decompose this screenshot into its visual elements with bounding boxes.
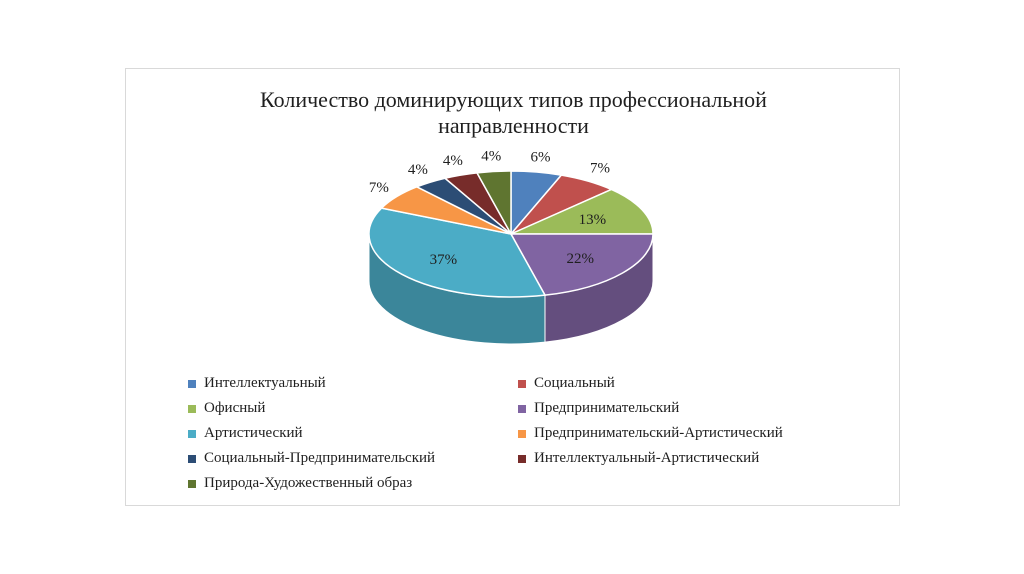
pie-slice-label-7: 4%	[408, 162, 428, 178]
pie-slice-label-4: 22%	[567, 251, 595, 267]
legend-label: Социальный-Предпринимательский	[204, 450, 436, 466]
pie-slice-label-1: 6%	[531, 149, 551, 165]
pie-slice-5	[368, 207, 547, 298]
pie-slice-label-9: 4%	[481, 149, 501, 165]
chart-frame: Количество доминирующих типов профессион…	[125, 68, 900, 506]
pie-slice-label-5: 37%	[430, 252, 458, 268]
legend-label: Артистический	[204, 425, 303, 441]
legend-item-2: Социальный	[518, 373, 848, 394]
pie-slice-label-2: 7%	[590, 161, 610, 177]
legend-item-8: Интеллектуальный-Артистический	[518, 448, 848, 469]
legend-swatch	[188, 479, 196, 488]
legend-item-3: Офисный	[188, 398, 518, 419]
legend-label: Социальный	[534, 375, 615, 391]
legend-label: Интеллектуальный	[204, 375, 326, 391]
pie-slice-label-6: 7%	[369, 180, 389, 196]
legend-item-4: Предпринимательский	[518, 398, 848, 419]
legend-swatch	[518, 379, 526, 388]
legend-swatch	[188, 379, 196, 388]
legend-item-5: Артистический	[188, 423, 518, 444]
legend-label: Предпринимательский-Артистический	[534, 425, 783, 441]
legend-swatch	[188, 429, 196, 438]
legend-label: Предпринимательский	[534, 400, 680, 416]
legend-label: Природа-Художественный образ	[204, 475, 413, 491]
pie-slice-label-3: 13%	[579, 212, 607, 228]
pie-chart: 6% 7% 13% 22% 37% 7% 4% 4% 4%	[368, 149, 654, 345]
pie-slice-9	[475, 170, 512, 237]
legend-swatch	[188, 454, 196, 463]
legend: Интеллектуальный Социальный Офисный Предпри…	[188, 373, 888, 494]
legend-label: Офисный	[204, 400, 266, 416]
chart-title-line-2: направленности	[438, 113, 589, 138]
legend-item-1: Интеллектуальный	[188, 373, 518, 394]
pie-labels: 6% 7% 13% 22% 37% 7% 4% 4% 4%	[369, 149, 610, 268]
chart-title-line-1: Количество доминирующих типов профессион…	[260, 87, 767, 112]
pie-tops	[368, 170, 654, 298]
legend-swatch	[518, 454, 526, 463]
legend-item-6: Предпринимательский-Артистический	[518, 423, 848, 444]
legend-item-7: Социальный-Предпринимательский	[188, 448, 518, 469]
pie-slice-3	[510, 188, 654, 235]
pie-slice-4	[509, 233, 654, 296]
legend-swatch	[518, 404, 526, 413]
legend-swatch	[518, 429, 526, 438]
chart-title: Количество доминирующих типов профессион…	[126, 87, 901, 139]
legend-swatch	[188, 404, 196, 413]
legend-item-9: Природа-Художественный образ	[188, 473, 518, 494]
legend-label: Интеллектуальный-Артистический	[534, 450, 760, 466]
pie-slice-label-8: 4%	[443, 153, 463, 169]
